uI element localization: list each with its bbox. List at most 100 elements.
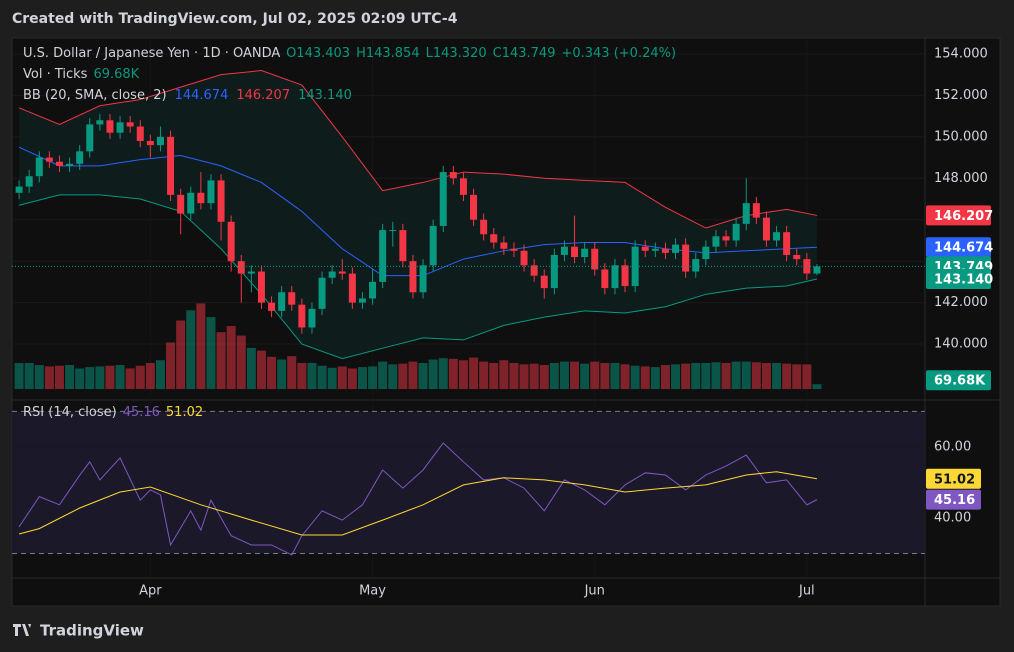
candle-body	[702, 246, 710, 260]
volume-bar	[539, 365, 549, 389]
rsi-badge	[926, 489, 981, 510]
brand-logo	[13, 624, 31, 636]
candle-body	[257, 271, 265, 303]
volume-bar	[256, 350, 266, 389]
rsi-line	[18, 442, 818, 556]
volume-bar	[347, 368, 357, 389]
candle-body	[641, 246, 649, 251]
candle-body	[399, 230, 407, 262]
volume-bar	[681, 363, 691, 389]
volume-bar	[711, 362, 721, 389]
legend-item: U.S. Dollar / Japanese Yen · 1D · OANDA	[23, 46, 280, 61]
candle-body	[581, 248, 589, 258]
candle-body	[66, 163, 74, 166]
candle-body	[712, 236, 720, 247]
volume-bar	[721, 362, 731, 389]
volume-bar	[812, 384, 822, 389]
candle-body	[783, 232, 791, 255]
candle-body	[752, 203, 760, 218]
volume-bar	[489, 362, 499, 389]
price-badge	[926, 237, 991, 258]
candle-body	[86, 124, 94, 152]
volume-bar	[570, 361, 580, 389]
y-tick-label: 150.000	[934, 129, 988, 144]
candle-body	[591, 248, 599, 270]
legend-item: 51.02	[166, 405, 203, 420]
legend-item: 146.207	[236, 88, 290, 103]
volume-bar	[176, 320, 186, 389]
legend-row: RSI (14, close) 45.16 51.02	[23, 405, 203, 420]
volume-bar	[317, 365, 327, 389]
volume-bar	[590, 361, 600, 389]
candle-body	[55, 161, 63, 166]
candle-body	[490, 234, 498, 243]
price-badge-label: 146.207	[934, 209, 993, 224]
volume-bar	[479, 361, 489, 389]
candle-body	[247, 271, 255, 274]
candle-body	[338, 271, 346, 274]
volume-bar	[378, 361, 388, 389]
volume-bar	[731, 361, 741, 389]
volume-bar	[196, 303, 206, 389]
candle-body	[25, 176, 33, 187]
volume-bar	[54, 365, 64, 389]
volume-bar	[327, 367, 337, 389]
x-tick-label: Apr	[139, 584, 162, 599]
candle-body	[227, 221, 235, 262]
candle-body	[672, 244, 680, 253]
candle-body	[348, 273, 356, 303]
x-tick-label: May	[359, 584, 386, 599]
candle-body	[732, 223, 740, 241]
volume-bar	[671, 364, 681, 389]
volume-bar	[469, 357, 479, 389]
price-badge-label: 144.674	[934, 241, 993, 256]
candle-body	[520, 250, 528, 266]
candle-body	[813, 266, 821, 274]
candle-body	[560, 246, 568, 255]
volume-bar	[166, 342, 176, 389]
x-tick-label: Jul	[798, 584, 815, 599]
rsi-band-fill	[12, 411, 925, 554]
volume-bar	[499, 360, 509, 389]
legend-item: BB (20, SMA, close, 2)	[23, 88, 167, 103]
volume-bar	[660, 365, 670, 389]
candle-body	[773, 232, 781, 241]
candle-body	[540, 275, 548, 289]
volume-bar	[145, 362, 155, 389]
candle-body	[197, 192, 205, 204]
candle-body	[429, 225, 437, 266]
volume-bar	[802, 364, 812, 389]
candle-body	[742, 203, 750, 224]
x-tick-label: Jun	[584, 584, 605, 599]
volume-bar	[529, 363, 539, 389]
rsi-badge	[926, 468, 981, 489]
candle-body	[76, 151, 84, 164]
candle-body	[116, 122, 124, 133]
candle-body	[692, 259, 700, 272]
candle-body	[187, 192, 195, 214]
volume-bar	[44, 366, 54, 389]
volume-bar	[418, 362, 428, 389]
price-badge	[926, 268, 991, 289]
candle-body	[470, 194, 478, 220]
candle-body	[237, 261, 245, 274]
legend-item: H143.854	[356, 46, 420, 61]
volume-bar	[155, 360, 165, 389]
candle-body	[409, 261, 417, 293]
legend-item: C143.749	[493, 46, 556, 61]
candle-body	[358, 298, 366, 303]
volume-bar	[630, 365, 640, 389]
candle-body	[35, 157, 43, 177]
candle-body	[288, 292, 296, 305]
volume-bar	[559, 361, 569, 389]
candle-body	[126, 122, 134, 127]
volume-bar	[782, 363, 792, 389]
volume-bar	[650, 367, 660, 389]
candle-body	[571, 246, 579, 258]
candle-body	[550, 254, 558, 289]
volume-bar	[761, 362, 771, 389]
candle-body	[439, 172, 447, 226]
candle-body	[682, 244, 690, 272]
volume-bar	[620, 364, 630, 389]
candle-body	[480, 219, 488, 235]
